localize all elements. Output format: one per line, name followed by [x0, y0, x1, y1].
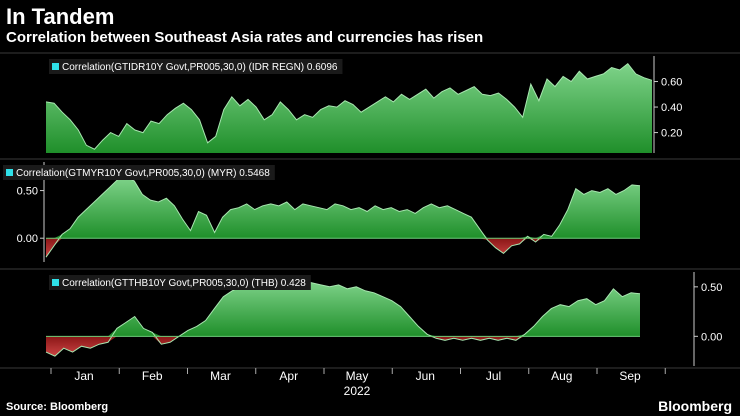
legend-label: Correlation(GTIDR10Y Govt,PR005,30,0) (I… [62, 62, 338, 73]
legend-background [49, 59, 343, 74]
x-tick-label: Jun [416, 369, 435, 383]
x-tick-label: Sep [619, 369, 641, 383]
brand-logo: Bloomberg [658, 398, 732, 414]
y-tick-label: 0.40 [661, 102, 682, 114]
legend-label: Correlation(GTMYR10Y Govt,PR005,30,0) (M… [16, 168, 270, 179]
legend-background [3, 165, 275, 180]
x-tick-label: Jul [486, 369, 501, 383]
source-note: Source: Bloomberg [6, 401, 109, 413]
y-tick-label: 0.50 [17, 186, 38, 198]
x-tick-label: Feb [142, 369, 163, 383]
legend-marker [52, 279, 59, 286]
panel-1: 0.20 0.40 0.60 Correlation(GTIDR10Y Govt,PR… [0, 52, 740, 154]
series-line [45, 176, 641, 258]
legend: Correlation(GTTHB10Y Govt,PR005,30,0) (T… [49, 275, 311, 290]
x-tick-label: Jan [74, 369, 93, 383]
positive-area [46, 280, 640, 337]
x-tick-label: Aug [551, 369, 572, 383]
y-tick-label: 0.00 [701, 331, 722, 343]
panel-3: 0.00 0.50 Correlation(GTTHB10Y Govt,PR005,… [0, 268, 740, 366]
positive-area [46, 177, 640, 239]
y-tick-label: 0.60 [661, 77, 682, 89]
x-tick-label: May [346, 369, 369, 383]
y-tick-label: 0.00 [17, 233, 38, 245]
chart-title: In Tandem [6, 4, 115, 29]
negative-area [46, 336, 640, 357]
y-tick-label: 0.20 [661, 128, 682, 140]
legend: Correlation(GTMYR10Y Govt,PR005,30,0) (M… [3, 165, 275, 180]
legend-background [49, 275, 311, 290]
negative-area [46, 238, 640, 258]
positive-area [46, 63, 652, 154]
x-tick-label: Mar [210, 369, 231, 383]
legend: Correlation(GTIDR10Y Govt,PR005,30,0) (I… [49, 59, 343, 74]
chart-area: 0.20 0.40 0.60 Correlation(GTIDR10Y Govt,PR… [0, 52, 740, 402]
legend-marker [52, 63, 59, 70]
chart-subtitle: Correlation between Southeast Asia rates… [6, 29, 484, 46]
series-line [45, 280, 641, 357]
panel-2: 0.00 0.50 Correlation(GTMYR10Y Govt,PR005,… [0, 158, 740, 262]
legend-label: Correlation(GTTHB10Y Govt,PR005,30,0) (T… [62, 278, 306, 289]
series-line [45, 62, 653, 150]
chart-svg: 0.20 0.40 0.60 Correlation(GTIDR10Y Govt,PR… [0, 52, 740, 398]
x-tick-label: Apr [279, 369, 298, 383]
legend-marker [6, 169, 13, 176]
x-year-label: 2022 [344, 384, 371, 398]
y-tick-label: 0.50 [701, 282, 722, 294]
